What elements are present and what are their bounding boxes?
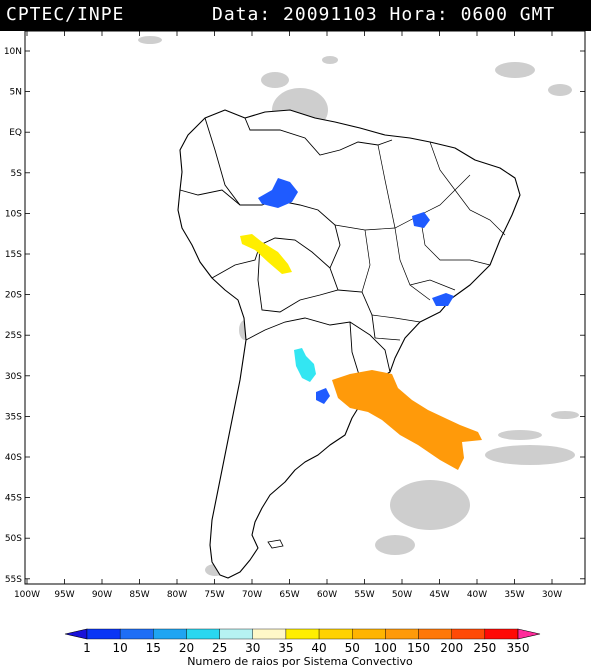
colorbar-box	[186, 628, 220, 640]
lon-label: 30W	[542, 590, 562, 600]
colorbar	[64, 628, 541, 640]
uruguay-atlantic-system	[332, 370, 482, 470]
colorbar-label: 150	[407, 641, 430, 655]
colorbar-box	[451, 628, 486, 640]
colorbar-high-end	[517, 628, 541, 640]
colorbar-label: 10	[113, 641, 128, 655]
lat-label: 30S	[5, 372, 22, 382]
falkland-islands	[267, 539, 284, 549]
colorbar-title: Numero de raios por Sistema Convectivo	[187, 655, 413, 668]
colorbar-label: 50	[345, 641, 360, 655]
south-america-coastline	[177, 109, 521, 579]
lon-label: 100W	[14, 590, 40, 600]
southeast-system	[432, 293, 454, 306]
argentina-north-system	[294, 348, 316, 382]
lon-label: 65W	[279, 590, 299, 600]
state-borders	[334, 141, 506, 341]
bolivia-system	[240, 234, 292, 274]
colorbar-box	[219, 628, 253, 640]
colorbar-box	[153, 628, 187, 640]
goias-system	[412, 212, 430, 228]
colorbar-box	[86, 628, 121, 640]
colorbar-box	[418, 628, 452, 640]
colorbar-box	[352, 628, 386, 640]
lat-label: 15S	[5, 250, 22, 260]
lat-label: 20S	[5, 291, 22, 301]
lat-label: 40S	[5, 453, 22, 463]
lat-label: 25S	[5, 331, 22, 341]
colorbar-box	[119, 628, 154, 640]
lon-label: 95W	[54, 590, 74, 600]
lat-label: 35S	[5, 412, 22, 422]
colorbar-low-end	[64, 628, 88, 640]
lon-label: 45W	[429, 590, 449, 600]
lon-label: 85W	[129, 590, 149, 600]
lon-label: 75W	[204, 590, 224, 600]
colorbar-box	[385, 628, 419, 640]
colorbar-label: 350	[507, 641, 530, 655]
latitude-labels: 10N 5N EQ 5S 10S 15S 20S 25S 30S 35S 40S 45S 50S 55S	[4, 47, 22, 585]
colorbar-label: 25	[212, 641, 227, 655]
source-label: CPTEC/INPE	[6, 4, 125, 25]
colorbar-box	[484, 628, 519, 640]
colorbar-label: 40	[311, 641, 326, 655]
colorbar-label: 20	[179, 641, 194, 655]
header-bar: CPTEC/INPE Data: 20091103 Hora: 0600 GMT	[0, 0, 591, 31]
argentina-small-system	[316, 388, 330, 404]
colorbar-label: 100	[374, 641, 397, 655]
colorbar-label: 250	[473, 641, 496, 655]
lon-label: 80W	[167, 590, 187, 600]
colorbar-label: 35	[278, 641, 293, 655]
date-time-label: Data: 20091103 Hora: 0600 GMT	[212, 4, 556, 25]
colorbar-label: 15	[146, 641, 161, 655]
lon-label: 90W	[92, 590, 112, 600]
lat-label: 10S	[5, 209, 22, 219]
colorbar-label: 200	[440, 641, 463, 655]
lat-label: 45S	[5, 494, 22, 504]
lat-label: 10N	[4, 47, 22, 57]
lon-label: 70W	[242, 590, 262, 600]
colorbar-label: 1	[83, 641, 91, 655]
lat-label: 50S	[5, 534, 22, 544]
country-borders	[179, 117, 393, 396]
lon-label: 50W	[392, 590, 412, 600]
lat-label: EQ	[9, 128, 22, 138]
lon-label: 55W	[354, 590, 374, 600]
lon-label: 60W	[317, 590, 337, 600]
lat-label: 5S	[11, 169, 23, 179]
amazon-system	[258, 178, 298, 208]
lon-label: 40W	[467, 590, 487, 600]
longitude-labels: 100W 95W 90W 85W 80W 75W 70W 65W 60W 55W 50W 45W 40W…	[14, 590, 562, 600]
grid-ticks	[25, 31, 585, 584]
colorbar-box	[318, 628, 353, 640]
convective-systems	[240, 178, 482, 470]
lon-label: 35W	[504, 590, 524, 600]
colorbar-box	[285, 628, 320, 640]
lat-label: 5N	[10, 88, 22, 98]
colorbar-box	[252, 628, 287, 640]
colorbar-labels: 1 10 15 20 25 30 35 40 50 100 150 200 250 350	[83, 641, 529, 655]
lat-label: 55S	[5, 575, 22, 585]
colorbar-label: 30	[245, 641, 260, 655]
